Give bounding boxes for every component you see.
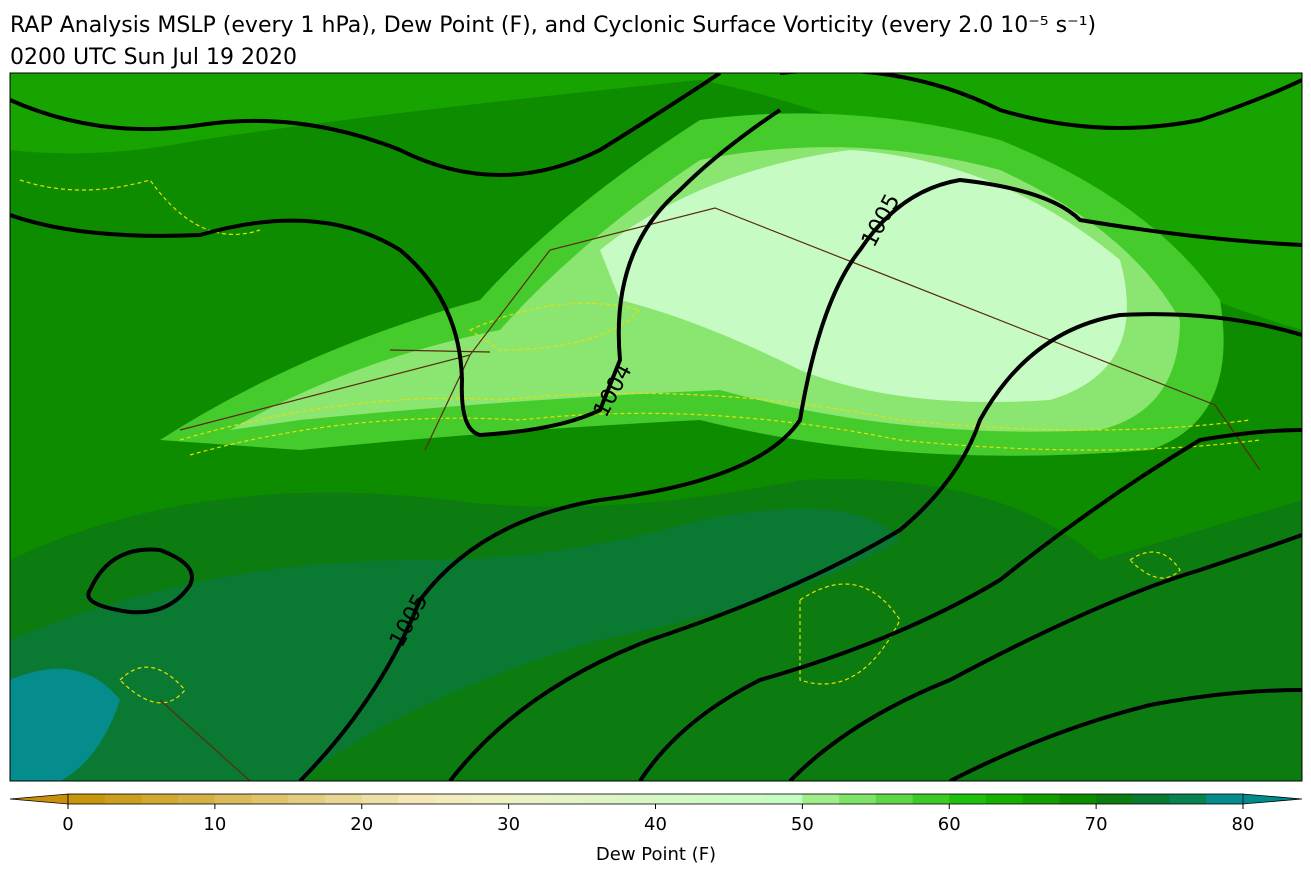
colorbar-swatch — [728, 794, 767, 804]
colorbar-swatch — [545, 794, 583, 804]
colorbar-swatch — [1169, 794, 1207, 804]
colorbar-tick-label: 10 — [203, 814, 226, 835]
colorbar-swatch — [618, 794, 656, 804]
colorbar-swatch — [839, 794, 877, 804]
colorbar-swatch — [508, 794, 546, 804]
colorbar-tick-label: 70 — [1085, 814, 1108, 835]
colorbar-swatch — [1022, 794, 1060, 804]
colorbar-swatch — [68, 794, 106, 804]
colorbar-swatch — [288, 794, 326, 804]
colorbar-under — [9, 793, 69, 805]
colorbar-over — [1242, 793, 1303, 805]
colorbar-swatch — [325, 794, 363, 804]
colorbar-swatch — [1096, 794, 1134, 804]
colorbar-swatch — [251, 794, 289, 804]
colorbar-tick-label: 80 — [1232, 814, 1255, 835]
title: RAP Analysis MSLP (every 1 hPa), Dew Poi… — [10, 13, 1096, 38]
colorbar-swatch — [875, 794, 914, 804]
colorbar-swatch — [471, 794, 510, 804]
colorbar-swatch — [214, 794, 253, 804]
colorbar-swatch — [141, 794, 179, 804]
colorbar-tick-label: 20 — [350, 814, 373, 835]
subtitle: 0200 UTC Sun Jul 19 2020 — [10, 45, 297, 70]
colorbar-tick-label: 30 — [497, 814, 520, 835]
colorbar-swatch — [178, 794, 216, 804]
colorbar-tick-label: 40 — [644, 814, 667, 835]
colorbar: 0 10 20 30 40 50 60 70 80 — [9, 793, 1303, 835]
map-frame — [9, 72, 1303, 782]
colorbar-label: Dew Point (F) — [596, 844, 716, 865]
colorbar-swatch — [692, 794, 730, 804]
colorbar-swatch — [1206, 794, 1244, 804]
colorbar-swatch — [765, 794, 803, 804]
colorbar-swatch — [104, 794, 142, 804]
colorbar-swatch — [398, 794, 436, 804]
colorbar-swatch — [985, 794, 1024, 804]
colorbar-swatch — [802, 794, 840, 804]
colorbar-tick-label: 50 — [791, 814, 814, 835]
colorbar-swatch — [582, 794, 620, 804]
colorbar-swatch — [361, 794, 399, 804]
colorbar-swatch — [435, 794, 473, 804]
colorbar-tick-label: 60 — [938, 814, 961, 835]
colorbar-swatch — [1059, 794, 1097, 804]
colorbar-swatch — [949, 794, 987, 804]
colorbar-swatch — [912, 794, 950, 804]
colorbar-swatch — [1132, 794, 1171, 804]
colorbar-swatch — [655, 794, 693, 804]
colorbar-tick-label: 0 — [62, 814, 73, 835]
